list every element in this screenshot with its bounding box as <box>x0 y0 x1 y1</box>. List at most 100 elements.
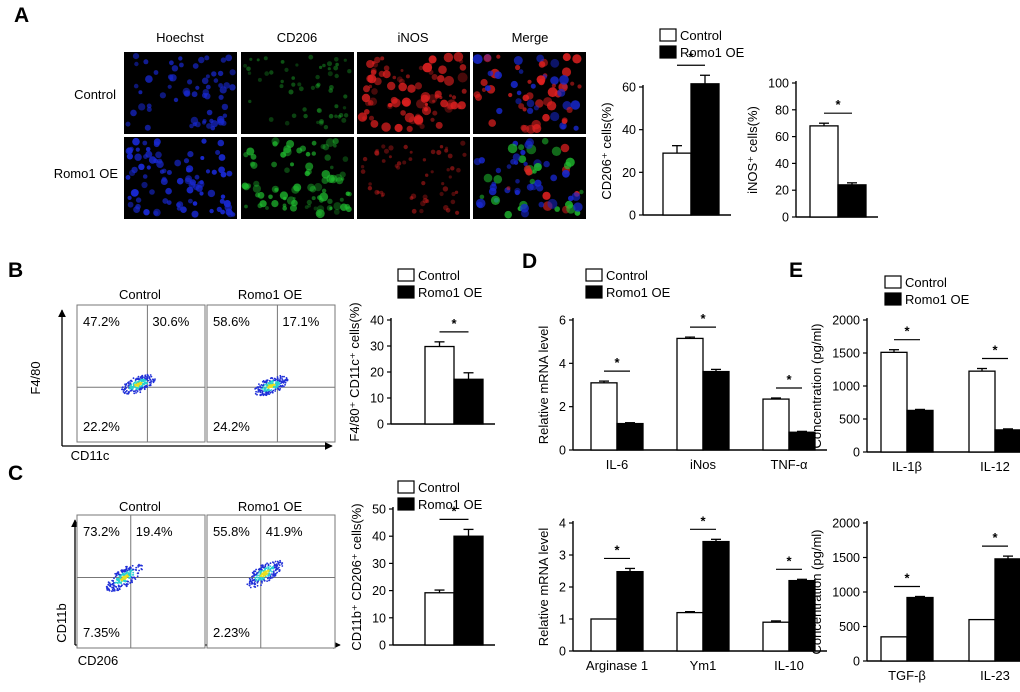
micro-cell <box>522 107 527 112</box>
flow_b-event-dot <box>277 388 280 391</box>
micro-cell <box>487 70 494 77</box>
micro-cell <box>153 141 160 148</box>
micro-cell <box>444 75 454 86</box>
micro-cell <box>357 112 368 122</box>
flow_c-event-dot <box>271 576 274 579</box>
micro-cell <box>127 195 132 200</box>
flow_b-event-dot <box>123 389 125 391</box>
micro-cell <box>562 53 571 62</box>
micro-cell <box>218 83 224 88</box>
flow_b-event-dot <box>283 375 285 378</box>
micro-cell <box>455 210 460 215</box>
flow-c-x-label: CD206 <box>78 653 118 668</box>
flow_b-event-dot <box>144 379 147 382</box>
micro-cell <box>216 115 225 124</box>
micro-cell <box>243 63 248 68</box>
micro-cell <box>244 204 248 209</box>
micro-cell <box>495 167 502 174</box>
micro-cell <box>303 113 308 119</box>
micro-cell <box>398 82 408 92</box>
micro-cell <box>404 112 415 123</box>
flow_c-event-dot <box>256 574 258 577</box>
flow_b-event-dot <box>150 380 153 382</box>
flow_c-event-dot <box>130 579 133 582</box>
flow_b-event-dot <box>266 380 269 382</box>
micro-cell <box>286 140 295 148</box>
flow_c-event-dot <box>275 563 278 565</box>
flow_b-event-dot <box>144 375 147 377</box>
flow_b-event-dot <box>269 384 272 386</box>
panel-label-e: E <box>789 259 803 282</box>
micro-cell <box>338 113 344 118</box>
micro-cell <box>218 154 226 161</box>
bar-control <box>676 611 704 652</box>
legend-swatch-romo1 <box>659 45 677 59</box>
micro-cell <box>445 208 451 213</box>
micro-col-inos: iNOS <box>397 30 428 45</box>
flow_b-event-dot <box>148 381 151 384</box>
micro-cell <box>169 77 174 82</box>
micro-cell <box>205 84 211 90</box>
bar-romo1 <box>690 83 720 216</box>
micro-cell <box>256 58 260 62</box>
y-tick-label: 60 <box>622 81 636 95</box>
micro-cell <box>361 93 371 103</box>
micro-cell <box>125 121 131 127</box>
micro-cell <box>283 196 287 201</box>
chart-e-m1-cytokines: 0 500 1000 1500 2000 Concentration (pg/ml) * IL… <box>809 275 1020 474</box>
micro-cell <box>524 140 533 149</box>
micro-cell <box>226 170 233 177</box>
flow_b-event-dots <box>121 373 156 395</box>
flow_b-event-dot <box>270 380 273 383</box>
flow_c-event-dot <box>272 571 275 574</box>
micro-cell <box>515 64 521 71</box>
flow_b-event-dot <box>272 389 275 392</box>
y-axis-title: Concentration (pg/ml) <box>809 530 824 655</box>
y-tick-label: 0 <box>559 645 566 659</box>
bar-romo1 <box>702 370 730 451</box>
flow_c-event-dot <box>269 577 271 579</box>
micro-cell <box>310 85 315 90</box>
flow_c-event-dot <box>252 575 254 577</box>
flow_c-event-dot <box>129 582 132 584</box>
micro-cell <box>292 196 296 200</box>
y-tick-label: 4 <box>559 517 566 531</box>
micro-cell <box>257 203 263 209</box>
micro-cell <box>141 181 148 189</box>
chart-a-inos: 0 20 40 60 80 100 iNOS⁺ cells(%) * <box>745 77 878 225</box>
micro-cell <box>428 55 437 64</box>
flow_c-event-dot <box>275 566 278 568</box>
micro-row-romo: Romo1 OE <box>54 166 119 181</box>
micro-cell <box>396 165 401 170</box>
micro-cell <box>250 153 257 160</box>
micro-cell <box>550 174 558 182</box>
micro-cell <box>430 170 434 174</box>
micro-cell <box>443 205 449 211</box>
micro-cell <box>271 137 280 146</box>
y-tick-label: 0 <box>629 209 636 223</box>
micro-cell <box>311 140 317 146</box>
flow_b-event-dot <box>278 385 281 388</box>
micro-cell <box>374 56 381 64</box>
micro-cell <box>520 124 527 131</box>
flow_b-event-dot <box>150 375 153 378</box>
micro-col-merge: Merge <box>512 30 549 45</box>
bar-romo1 <box>994 429 1020 453</box>
micro-cell <box>515 179 520 184</box>
micro-cell <box>138 163 145 170</box>
micro-cell <box>324 154 331 161</box>
flow_c-event-dot <box>113 577 115 580</box>
micro-col-cd206: CD206 <box>277 30 317 45</box>
flow_c-event-dot <box>253 570 255 573</box>
flow_c-event-dot <box>116 582 119 584</box>
flow_b-event-dot <box>263 389 266 391</box>
flow_c-event-dot <box>251 577 254 580</box>
flow_b-event-dot <box>279 388 282 390</box>
flow_c-event-dot <box>276 568 278 571</box>
flow_c-event-dot <box>106 587 109 589</box>
flow_b-quadrant-upper-right: 17.1% <box>282 314 319 329</box>
flow_c-event-dot <box>117 571 119 574</box>
micro-cell <box>550 111 560 122</box>
flow_c-event-dot <box>254 580 256 582</box>
panel-label-d: D <box>522 250 537 273</box>
